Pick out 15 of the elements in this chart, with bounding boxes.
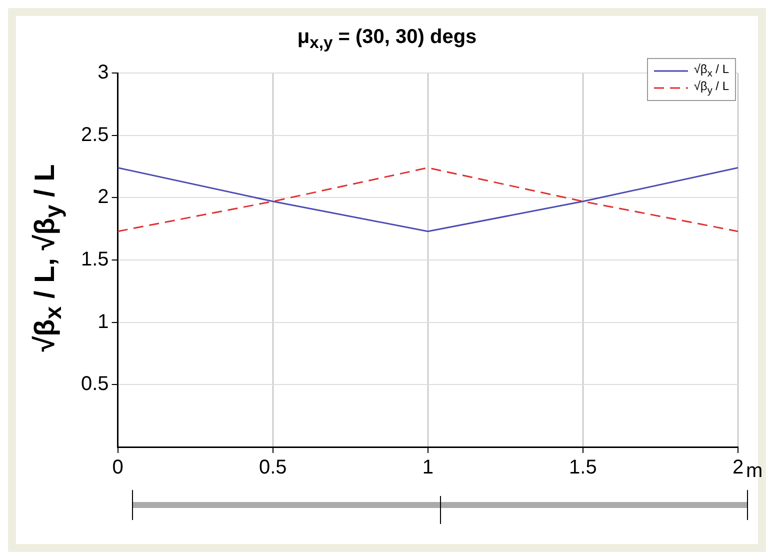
y-tick-label: 2	[98, 186, 109, 208]
x-tick-label: 2	[732, 456, 744, 479]
x-tick-label: 1.5	[569, 456, 597, 479]
legend-label: √β$_{x}$ / L	[694, 62, 729, 80]
y-tick-label: 0.5	[80, 373, 109, 396]
x-tick-label: 0	[112, 456, 124, 479]
y-tick-label: 1	[98, 310, 109, 333]
y-tick-label: 2.5	[80, 124, 109, 146]
x-tick-label: 1	[422, 456, 434, 479]
x-tick-label: 0.5	[258, 456, 287, 479]
y-tick-label: 3	[98, 62, 109, 84]
chart-title: μ$_{x,y}$ = (30, 30) degs	[296, 26, 478, 53]
legend-label: √β$_{y}$ / L	[694, 79, 729, 97]
y-tick-label: 1.5	[80, 248, 109, 271]
x-axis-title: m	[746, 460, 763, 483]
